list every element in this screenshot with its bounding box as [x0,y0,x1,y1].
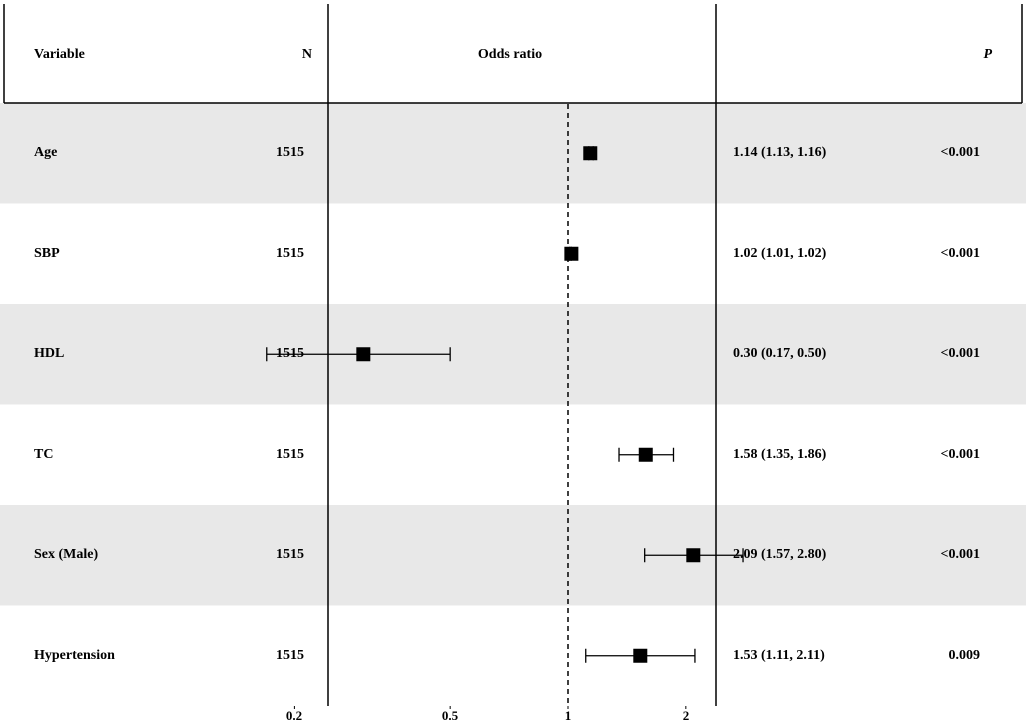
row-n: 1515 [276,447,304,462]
row-or-ci: 2.09 (1.57, 2.80) [733,547,827,562]
row-n: 1515 [276,145,304,160]
row-variable: Sex (Male) [34,547,99,562]
point-marker [638,447,653,462]
row-n: 1515 [276,648,304,663]
point-marker [583,146,598,161]
row-or-ci: 0.30 (0.17, 0.50) [733,346,827,361]
row-p-value: <0.001 [940,346,980,361]
row-p-value: <0.001 [940,547,980,562]
header-p: P [983,47,992,62]
header-odds-ratio: Odds ratio [477,47,543,62]
row-or-ci: 1.53 (1.11, 2.11) [733,648,825,663]
row-n: 1515 [276,346,304,361]
point-marker [633,648,648,663]
row-p-value: 0.009 [948,648,981,663]
row-variable: HDL [34,346,65,361]
header-variable: Variable [34,47,85,62]
row-or-ci: 1.02 (1.01, 1.02) [733,246,827,261]
row-p-value: <0.001 [940,145,980,160]
row-shade [0,304,1026,405]
x-tick-label: 2 [682,708,690,723]
row-n: 1515 [276,547,304,562]
x-tick-label: 0.2 [285,708,303,723]
point-marker [564,246,579,261]
x-tick-label: 0.5 [441,708,459,723]
x-tick-label: 1 [564,708,572,723]
point-marker [686,548,701,563]
row-p-value: <0.001 [940,246,980,261]
point-marker [356,347,371,362]
row-variable: Hypertension [34,648,115,663]
row-variable: Age [34,145,58,160]
row-or-ci: 1.14 (1.13, 1.16) [733,145,827,160]
row-p-value: <0.001 [940,447,980,462]
row-variable: TC [34,447,54,462]
row-n: 1515 [276,246,304,261]
row-shade [0,103,1026,204]
row-or-ci: 1.58 (1.35, 1.86) [733,447,827,462]
row-shade [0,505,1026,606]
row-variable: SBP [34,246,60,261]
header-n: N [301,47,312,62]
